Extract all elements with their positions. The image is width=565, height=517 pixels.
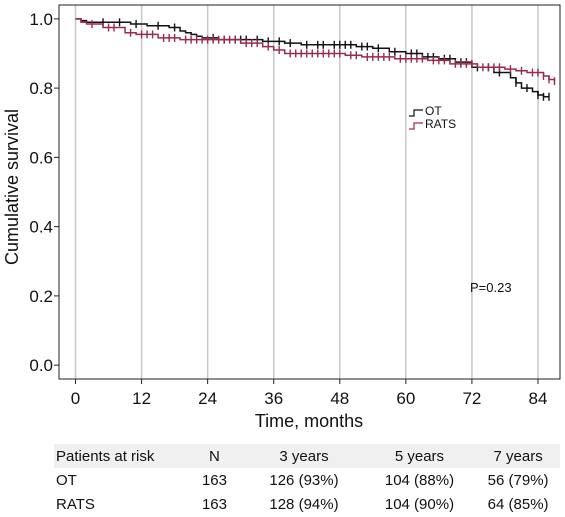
legend-ot-symbol: [409, 109, 423, 117]
y-axis-title: Cumulative survival: [2, 109, 22, 265]
risk-cell-n: 163: [201, 471, 227, 489]
risk-row-rats: RATS 163 128 (94%) 104 (90%) 64 (85%): [54, 492, 560, 516]
legend: OT RATS: [409, 104, 456, 131]
x-tick-label-12: 12: [132, 389, 151, 408]
risk-cell-3y: 128 (94%): [269, 495, 339, 513]
y-tick-label-1.0: 1.0: [29, 10, 53, 29]
y-tick-label-0.6: 0.6: [29, 148, 53, 167]
y-tick-label-0.0: 0.0: [29, 356, 53, 375]
survival-curve-ot: [75, 18, 549, 98]
legend-item-rats: RATS: [409, 117, 456, 131]
risk-header-5y: 5 years: [362, 444, 477, 468]
y-tick-labels: 0.0 0.2 0.4 0.6 0.8 1.0: [29, 10, 53, 375]
x-axis-title: Time, months: [255, 411, 363, 431]
survival-curve-rats: [75, 18, 556, 82]
grid-lines: [54, 5, 539, 384]
p-value-annotation: P=0.23: [470, 280, 512, 295]
risk-row-ot: OT 163 126 (93%) 104 (88%) 56 (79%): [54, 468, 560, 492]
y-tick-label-0.2: 0.2: [29, 287, 53, 306]
risk-header-3y: 3 years: [245, 444, 363, 468]
risk-cell-group: RATS: [56, 495, 95, 513]
risk-cell-7y: 64 (85%): [487, 495, 549, 513]
patients-at-risk-table: Patients at risk N 3 years 5 years 7 yea…: [54, 444, 560, 516]
x-tick-label-48: 48: [330, 389, 349, 408]
x-tick-label-72: 72: [462, 389, 481, 408]
risk-table-header-row: Patients at risk N 3 years 5 years 7 yea…: [54, 444, 560, 468]
legend-rats-symbol: [409, 122, 423, 130]
risk-cell-5y: 104 (88%): [384, 471, 455, 489]
y-tick-label-0.8: 0.8: [29, 79, 53, 98]
risk-cell-5y: 104 (90%): [384, 495, 455, 513]
x-tick-label-60: 60: [396, 389, 415, 408]
risk-header-n: N: [183, 444, 246, 468]
y-tick-label-0.4: 0.4: [29, 218, 53, 237]
risk-cell-n: 163: [201, 495, 227, 513]
x-tick-label-84: 84: [529, 389, 548, 408]
legend-ot-label: OT: [425, 104, 442, 118]
risk-cell-3y: 126 (93%): [269, 471, 339, 489]
km-chart: 0.0 0.2 0.4 0.6 0.8 1.0 0 12 24 36 48 60 72 84 Time,…: [2, 4, 561, 431]
x-tick-label-0: 0: [71, 389, 80, 408]
risk-cell-group: OT: [56, 471, 77, 489]
legend-item-ot: OT: [409, 104, 442, 118]
x-tick-label-36: 36: [264, 389, 283, 408]
series-layer: [75, 18, 556, 101]
risk-cell-7y: 56 (79%): [487, 471, 549, 489]
x-tick-label-24: 24: [198, 389, 217, 408]
x-tick-labels: 0 12 24 36 48 60 72 84: [71, 389, 548, 408]
risk-header-7y: 7 years: [476, 444, 560, 468]
risk-header-label: Patients at risk: [54, 444, 184, 468]
plot-frame: [58, 4, 561, 380]
legend-rats-label: RATS: [425, 117, 456, 131]
